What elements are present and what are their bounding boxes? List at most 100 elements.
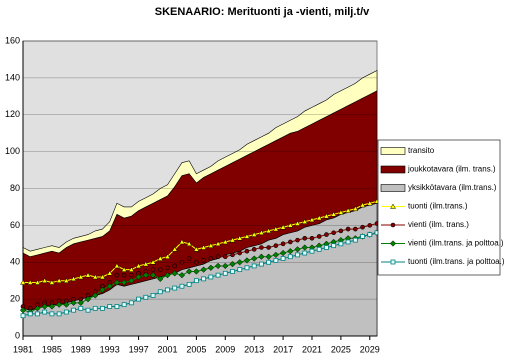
marker — [77, 273, 84, 280]
y-tick-label: 0 — [15, 330, 20, 340]
marker — [360, 234, 365, 239]
marker — [55, 301, 63, 308]
marker — [48, 303, 56, 310]
marker — [20, 279, 26, 285]
y-tick-label: 140 — [5, 72, 20, 82]
marker — [265, 227, 272, 234]
marker — [165, 287, 170, 293]
marker — [164, 253, 171, 259]
legend-label: tuonti (ilm.trans.) — [408, 202, 468, 211]
marker — [390, 222, 396, 228]
marker — [136, 296, 141, 302]
marker — [251, 255, 258, 262]
legend-label: tuonti (ilm.trans. ja polttoa.) — [408, 257, 505, 266]
marker — [215, 254, 221, 260]
marker — [165, 265, 170, 271]
marker — [92, 273, 99, 280]
marker — [309, 235, 315, 241]
marker — [100, 305, 105, 311]
marker — [316, 214, 323, 221]
marker — [49, 311, 55, 317]
marker — [142, 272, 149, 279]
marker — [129, 272, 134, 278]
marker — [186, 281, 192, 287]
marker — [266, 259, 272, 265]
y-tick-label: 60 — [10, 220, 20, 230]
marker — [324, 232, 329, 237]
marker — [71, 307, 76, 313]
marker — [237, 250, 243, 256]
marker — [121, 272, 127, 278]
marker — [35, 311, 40, 317]
marker — [48, 279, 55, 285]
marker — [236, 235, 243, 241]
marker — [56, 277, 63, 283]
marker — [92, 305, 98, 311]
marker — [294, 220, 301, 226]
marker — [222, 254, 228, 260]
marker — [208, 256, 214, 261]
x-tick-label: 2029 — [360, 344, 380, 354]
marker — [142, 261, 149, 267]
marker — [222, 262, 229, 270]
marker — [367, 232, 373, 237]
marker — [287, 222, 294, 228]
area — [22, 70, 378, 258]
marker — [287, 254, 293, 260]
marker — [316, 234, 322, 239]
marker — [301, 244, 308, 251]
marker — [360, 224, 365, 230]
marker — [41, 303, 48, 310]
marker — [114, 304, 120, 309]
marker — [179, 283, 185, 289]
marker — [128, 277, 135, 284]
marker — [27, 311, 33, 317]
marker — [337, 209, 344, 215]
marker — [107, 304, 113, 309]
marker — [186, 256, 192, 261]
marker — [193, 278, 199, 284]
marker — [331, 230, 336, 236]
marker — [288, 239, 293, 245]
chart-title: SKENAARIO: Merituonti ja -vienti, milj.t… — [155, 6, 370, 18]
marker — [230, 269, 235, 274]
marker — [63, 277, 70, 283]
marker — [120, 279, 128, 286]
x-tick-label: 1989 — [71, 344, 91, 354]
y-tick-label: 160 — [5, 35, 20, 45]
marker — [280, 224, 287, 230]
marker — [157, 275, 164, 282]
marker — [214, 262, 222, 270]
marker — [389, 240, 397, 247]
legend-label: transito — [408, 146, 435, 155]
marker — [208, 274, 214, 280]
marker — [34, 305, 41, 312]
legend-label: vienti (ilm.trans. ja polttoa.) — [408, 239, 504, 248]
marker — [236, 259, 243, 266]
marker — [367, 223, 373, 228]
marker — [113, 262, 120, 269]
x-tick-label: 2021 — [302, 344, 322, 354]
marker — [194, 259, 199, 265]
marker — [251, 247, 257, 252]
marker — [113, 279, 121, 286]
marker — [273, 258, 279, 263]
marker — [302, 250, 308, 256]
marker — [353, 226, 358, 232]
marker — [280, 256, 286, 261]
marker — [34, 279, 41, 285]
marker — [172, 263, 178, 269]
marker — [272, 251, 280, 259]
marker — [309, 216, 315, 223]
marker — [157, 267, 163, 272]
marker — [331, 243, 337, 249]
marker — [273, 243, 279, 248]
marker — [279, 249, 287, 257]
marker — [157, 289, 163, 295]
y-tick-label: 120 — [5, 109, 20, 119]
marker — [280, 241, 286, 247]
marker — [259, 261, 264, 267]
marker — [56, 311, 62, 317]
marker — [172, 285, 178, 291]
marker — [85, 307, 91, 313]
